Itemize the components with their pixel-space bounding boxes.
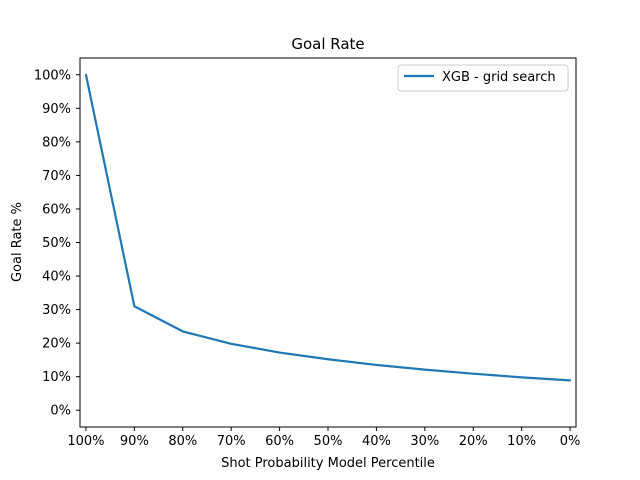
- y-tick-label: 100%: [34, 68, 71, 83]
- y-tick-label: 30%: [42, 303, 71, 318]
- x-tick-label: 10%: [507, 434, 536, 449]
- series-point: [326, 358, 329, 361]
- series-point: [278, 351, 281, 354]
- x-tick-label: 90%: [120, 434, 149, 449]
- series-line-xgb-grid-search: [84, 73, 572, 382]
- x-tick-label: 80%: [168, 434, 197, 449]
- x-tick-label: 100%: [67, 434, 104, 449]
- plot-area: 0% 10% 20% 30% 40% 50% 60% 70% 80% 90% 100% 100% 90%…: [34, 57, 581, 449]
- x-axis-label: Shot Probability Model Percentile: [221, 456, 435, 471]
- x-tick-label: 30%: [410, 434, 439, 449]
- series-point: [181, 330, 184, 333]
- x-tick-label: 20%: [459, 434, 488, 449]
- series-point: [568, 379, 571, 382]
- series-point: [84, 73, 87, 76]
- chart-title: Goal Rate: [291, 35, 364, 53]
- y-tick-label: 50%: [42, 236, 71, 251]
- x-tick-label: 70%: [217, 434, 246, 449]
- y-tick-label: 80%: [42, 135, 71, 150]
- series-point: [230, 342, 233, 345]
- y-tick-label: 70%: [42, 169, 71, 184]
- y-tick-label: 60%: [42, 202, 71, 217]
- series-point: [520, 376, 523, 379]
- y-tick-label: 10%: [42, 370, 71, 385]
- x-tick-label: 40%: [362, 434, 391, 449]
- y-axis-label: Goal Rate %: [10, 202, 25, 282]
- y-tick-label: 20%: [42, 337, 71, 352]
- legend-label: XGB - grid search: [442, 70, 556, 85]
- series-point: [375, 363, 378, 366]
- x-tick-label: 60%: [265, 434, 294, 449]
- series-point: [133, 305, 136, 308]
- legend: XGB - grid search: [397, 64, 569, 92]
- legend-box: [397, 64, 569, 92]
- series-point: [472, 372, 475, 375]
- series-point: [423, 368, 426, 371]
- x-tick-label: 50%: [314, 434, 343, 449]
- y-tick-label: 0%: [50, 404, 71, 419]
- x-tick-label: 0%: [560, 434, 581, 449]
- y-tick-label: 40%: [42, 270, 71, 285]
- y-tick-label: 90%: [42, 102, 71, 117]
